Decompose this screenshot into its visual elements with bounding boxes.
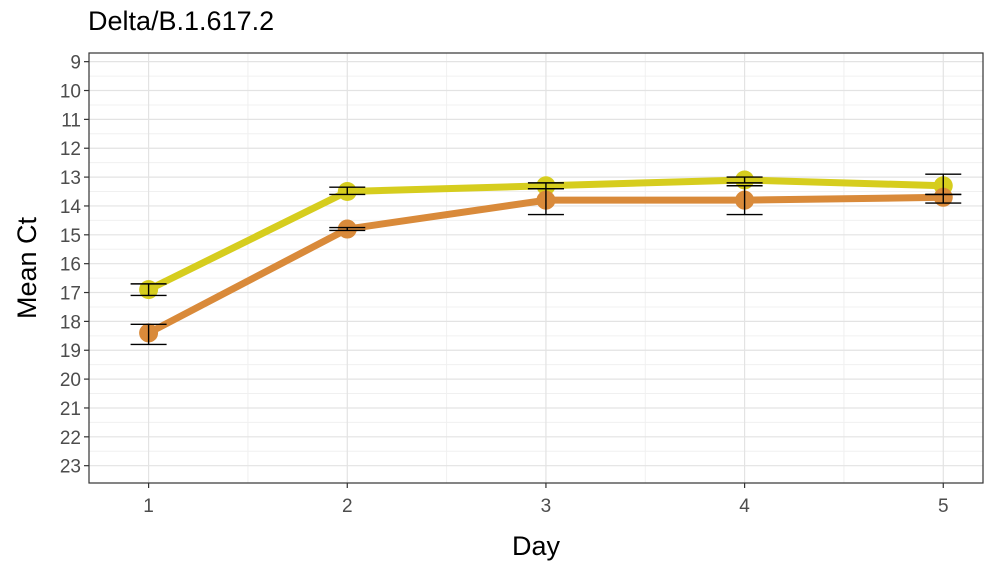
y-tick-label: 13	[60, 168, 81, 189]
x-tick-label: 1	[143, 496, 154, 517]
x-tick-label: 5	[938, 496, 949, 517]
y-tick-label: 14	[60, 197, 82, 218]
series-layer	[130, 170, 962, 346]
major-gridlines	[89, 53, 983, 483]
y-tick-label: 22	[60, 428, 81, 449]
y-tick-label: 11	[61, 110, 81, 131]
y-tick-label: 18	[60, 312, 81, 333]
y-tick-label: 9	[70, 53, 81, 74]
y-tick-label: 12	[60, 139, 81, 160]
y-tick-label: 20	[60, 370, 81, 391]
y-tick-label: 23	[60, 457, 81, 478]
x-axis: 1 2 3 4 5	[143, 483, 949, 517]
chart-title: Delta/B.1.617.2	[88, 6, 275, 36]
x-tick-label: 3	[541, 496, 552, 517]
y-tick-label: 16	[60, 255, 81, 276]
plot-panel-border	[88, 52, 984, 484]
y-axis-title: Mean Ct	[12, 216, 42, 319]
minor-gridlines	[89, 53, 983, 483]
y-tick-label: 15	[60, 226, 81, 247]
y-axis: 9 10 11 12 13 14 15 16 17 18 19 20 21 22 23	[60, 53, 89, 478]
x-tick-label: 2	[342, 496, 353, 517]
error-bars	[130, 173, 962, 346]
y-tick-label: 21	[60, 399, 81, 420]
x-tick-label: 4	[739, 496, 750, 517]
y-tick-label: 19	[60, 341, 81, 362]
x-axis-title: Day	[512, 531, 561, 561]
y-tick-label: 10	[60, 82, 81, 103]
y-tick-label: 17	[60, 284, 81, 305]
